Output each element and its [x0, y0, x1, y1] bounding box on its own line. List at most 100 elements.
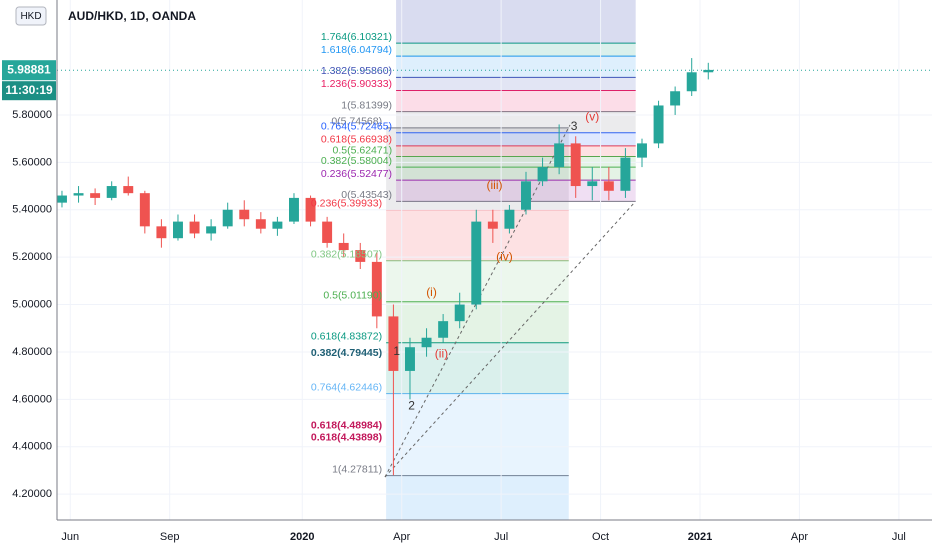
candle-body	[173, 221, 183, 239]
candle-body	[73, 193, 84, 196]
y-tick-label: 4.60000	[12, 393, 52, 405]
fib-label: 0.764(5.72465)	[321, 121, 392, 133]
fib-zone	[396, 0, 636, 44]
fib-label: 1.382(5.95860)	[321, 65, 392, 77]
fib-label: 1(5.81399)	[341, 99, 392, 111]
candle-body	[289, 197, 299, 222]
x-tick-label: Apr	[791, 531, 808, 543]
wave-label: (v)	[585, 109, 599, 123]
fib-band	[396, 156, 636, 168]
fib-label: 0.236(5.52477)	[321, 168, 392, 180]
fib-label: 0.382(4.79445)	[311, 347, 382, 359]
x-tick-label: Jun	[61, 531, 79, 543]
wave-label: (iv)	[496, 249, 513, 263]
fib-band	[396, 43, 636, 57]
y-tick-label: 5.80000	[12, 109, 52, 121]
candle-body	[123, 186, 134, 194]
candle-body	[239, 209, 250, 220]
countdown-label: 11:30:19	[5, 83, 53, 97]
fib-label: 0(5.43543)	[341, 189, 392, 201]
fib-label: 0.618(4.43898)	[311, 431, 382, 443]
candle-body	[355, 250, 366, 262]
candle-body	[670, 91, 681, 106]
text-layer: 4.20000 4.40000 4.60000 4.80000 5.00000 5.200…	[2, 31, 932, 543]
fib-band	[396, 167, 636, 181]
fib-label: 0.5(5.62471)	[333, 144, 393, 156]
candle-body	[371, 261, 382, 317]
candle-body	[222, 209, 233, 227]
candle-body	[537, 167, 548, 182]
fib-label: 1.236(5.90333)	[321, 78, 392, 90]
x-tick-label: 2020	[290, 531, 314, 543]
currency-badge[interactable]	[15, 6, 47, 26]
fib-label: 0.618(4.83872)	[311, 331, 382, 343]
fib-band	[396, 90, 636, 112]
fib-band	[386, 393, 569, 476]
candle-body	[686, 72, 697, 92]
candle-body	[620, 157, 631, 191]
fib-band	[396, 132, 636, 146]
candle-body	[305, 197, 316, 222]
fib-label: 1.764(6.10321)	[321, 31, 392, 43]
fib-label: 0.382(5.18507)	[311, 248, 382, 260]
x-tick-label: Apr	[393, 531, 410, 543]
fib-band	[396, 111, 636, 133]
candle-body	[57, 195, 67, 203]
wave-label: (iii)	[487, 178, 503, 192]
x-tick-label: Jul	[494, 531, 508, 543]
y-tick-label: 5.60000	[12, 156, 52, 168]
candle-body	[405, 347, 415, 371]
candle-body	[322, 221, 333, 243]
x-tick-label: 2021	[688, 531, 712, 543]
candle-body	[421, 337, 432, 348]
fib-label: 0.764(4.62446)	[311, 381, 382, 393]
candle-body	[139, 193, 150, 227]
fib-label: 0.618(5.66938)	[321, 134, 392, 146]
fib-label: 0.236(5.39933)	[311, 198, 382, 210]
x-tick-label: Oct	[592, 531, 609, 543]
candle-body	[570, 143, 581, 187]
candle-body	[587, 181, 598, 187]
wave-label: (i)	[426, 285, 437, 299]
grid-layer	[57, 0, 932, 520]
candle-body	[487, 221, 498, 229]
candle-body	[603, 181, 614, 191]
wave-label: 2	[408, 399, 415, 413]
x-tick-label: Jul	[892, 531, 906, 543]
candle-body	[156, 226, 167, 239]
trend-line	[384, 201, 636, 478]
candle-body	[703, 69, 714, 73]
fib-label: 1(4.27811)	[332, 463, 382, 475]
candle-body	[388, 316, 399, 371]
fib-label: 0.382(5.58004)	[321, 155, 392, 167]
candle-body	[454, 304, 465, 322]
candle-body	[206, 226, 217, 234]
wave-label: 3	[571, 119, 578, 133]
fib-label: 0.5(5.01190)	[323, 290, 382, 302]
currency: HKD	[20, 11, 41, 22]
candle-body	[471, 221, 482, 305]
candle-body	[438, 321, 449, 338]
y-tick-label: 4.40000	[12, 441, 52, 453]
candle-body	[90, 193, 101, 198]
candle-body	[106, 186, 117, 198]
y-tick-label: 5.40000	[12, 204, 52, 216]
x-tick-label: Sep	[160, 531, 180, 543]
wave-label: (ii)	[435, 347, 448, 361]
fib-band	[396, 77, 636, 91]
fib-band	[386, 342, 569, 394]
candles	[57, 58, 714, 476]
candle-body	[272, 221, 283, 229]
last-price-label: 5.98881	[7, 62, 51, 76]
fib-band	[396, 56, 636, 78]
candle-body	[554, 143, 565, 168]
wave-label: 1	[393, 344, 400, 358]
candle-body	[637, 143, 647, 158]
candle-body	[504, 209, 515, 229]
last-price-box	[2, 60, 56, 81]
candle-body	[653, 105, 664, 144]
candle-body	[255, 219, 266, 229]
candle-body	[521, 181, 531, 210]
y-tick-label: 4.20000	[12, 488, 52, 500]
